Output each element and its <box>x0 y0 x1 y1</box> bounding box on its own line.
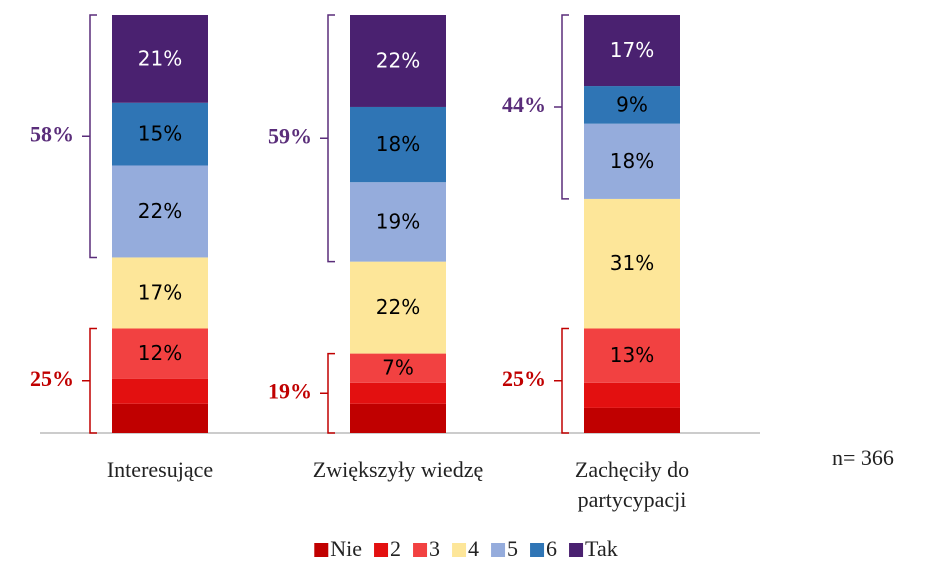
bracket <box>554 327 569 434</box>
value-label: 18% <box>610 149 654 173</box>
bracket-label: 44% <box>502 92 546 117</box>
bar-segment <box>112 15 208 103</box>
legend-label: Tak <box>585 536 618 561</box>
x-tick-label: Zwiększyły wiedzę <box>312 457 484 482</box>
value-label: 18% <box>376 132 420 156</box>
bar-segment <box>584 382 680 408</box>
x-tick-label: Zachęciły do partycypacji <box>574 457 690 512</box>
bar-segment <box>584 15 680 87</box>
bar-segment <box>584 407 680 433</box>
legend-swatch <box>413 543 428 557</box>
value-label: 17% <box>610 38 654 62</box>
bar-segment <box>112 257 208 329</box>
annotation: n= 366 <box>832 445 894 470</box>
value-label: 22% <box>138 199 182 223</box>
legend-label: Nie <box>330 536 362 561</box>
legend-label: 4 <box>468 536 479 561</box>
bar-segment <box>350 15 446 107</box>
legend-swatch <box>452 543 467 557</box>
legend-label: 3 <box>429 536 440 561</box>
bracket <box>82 327 97 434</box>
bar-segment <box>112 378 208 404</box>
bracket-label: 19% <box>268 378 312 403</box>
bar-segment <box>584 123 680 199</box>
legend-swatch <box>314 543 329 557</box>
value-label: 9% <box>616 92 648 116</box>
bracket <box>320 14 335 263</box>
legend-swatch <box>491 543 506 557</box>
legend-label: 5 <box>507 536 518 561</box>
bar-segment <box>350 382 446 404</box>
value-label: 7% <box>382 356 414 380</box>
x-tick-label: Interesujące <box>106 457 214 482</box>
bar-segment <box>584 86 680 124</box>
value-label: 12% <box>138 341 182 365</box>
bar-segment <box>350 261 446 354</box>
bar-segment <box>112 328 208 379</box>
legend-swatch <box>374 543 389 557</box>
value-label: 21% <box>138 46 182 70</box>
bar-segment <box>112 165 208 258</box>
bracket-label: 25% <box>502 366 546 391</box>
value-label: 22% <box>376 295 420 319</box>
legend-label: 6 <box>546 536 557 561</box>
bar-segment <box>112 102 208 166</box>
legend-swatch <box>530 543 545 557</box>
value-label: 17% <box>138 280 182 304</box>
bar-segment <box>584 198 680 329</box>
bracket <box>320 352 335 434</box>
legend-label: 2 <box>390 536 401 561</box>
bar-segment <box>584 328 680 383</box>
value-label: 15% <box>138 122 182 146</box>
bracket-label: 58% <box>30 121 74 146</box>
value-label: 13% <box>610 343 654 367</box>
value-label: 31% <box>610 251 654 275</box>
value-label: 19% <box>376 209 420 233</box>
legend-swatch <box>569 543 584 557</box>
bar-segment <box>350 106 446 183</box>
bar-segment <box>350 403 446 433</box>
value-label: 22% <box>376 48 420 72</box>
bar-segment <box>112 403 208 433</box>
bracket-label: 25% <box>30 366 74 391</box>
bracket-label: 59% <box>268 123 312 148</box>
bracket <box>554 14 569 200</box>
bar-segment <box>350 182 446 262</box>
bar-segment <box>350 353 446 383</box>
bracket <box>82 14 97 259</box>
